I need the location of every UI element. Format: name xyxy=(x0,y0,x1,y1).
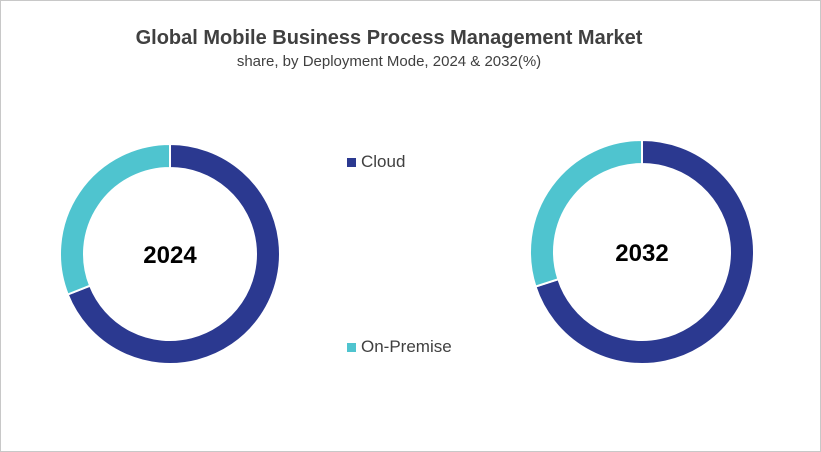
chart-subtitle: share, by Deployment Mode, 2024 & 2032(%… xyxy=(236,53,542,70)
legend-swatch-on-premise xyxy=(347,342,356,352)
legend-item-on-premise: On-Premise xyxy=(347,337,452,357)
legend-label: On-Premise xyxy=(361,337,452,356)
donut-slice-2032-on-premise xyxy=(529,138,643,288)
chart-title: Global Mobile Business Process Managemen… xyxy=(135,27,643,49)
donut-slice-2024-on-premise xyxy=(59,142,171,296)
donut-center-label: 2024 xyxy=(143,242,197,269)
legend-label: Cloud xyxy=(361,152,406,171)
legend-swatch-cloud xyxy=(347,157,356,167)
donut-center-label: 2032 xyxy=(615,240,668,267)
donut-slice-2024-cloud xyxy=(66,142,281,365)
legend-item-cloud: Cloud xyxy=(347,152,405,172)
donut-slice-2032-cloud xyxy=(534,138,755,365)
